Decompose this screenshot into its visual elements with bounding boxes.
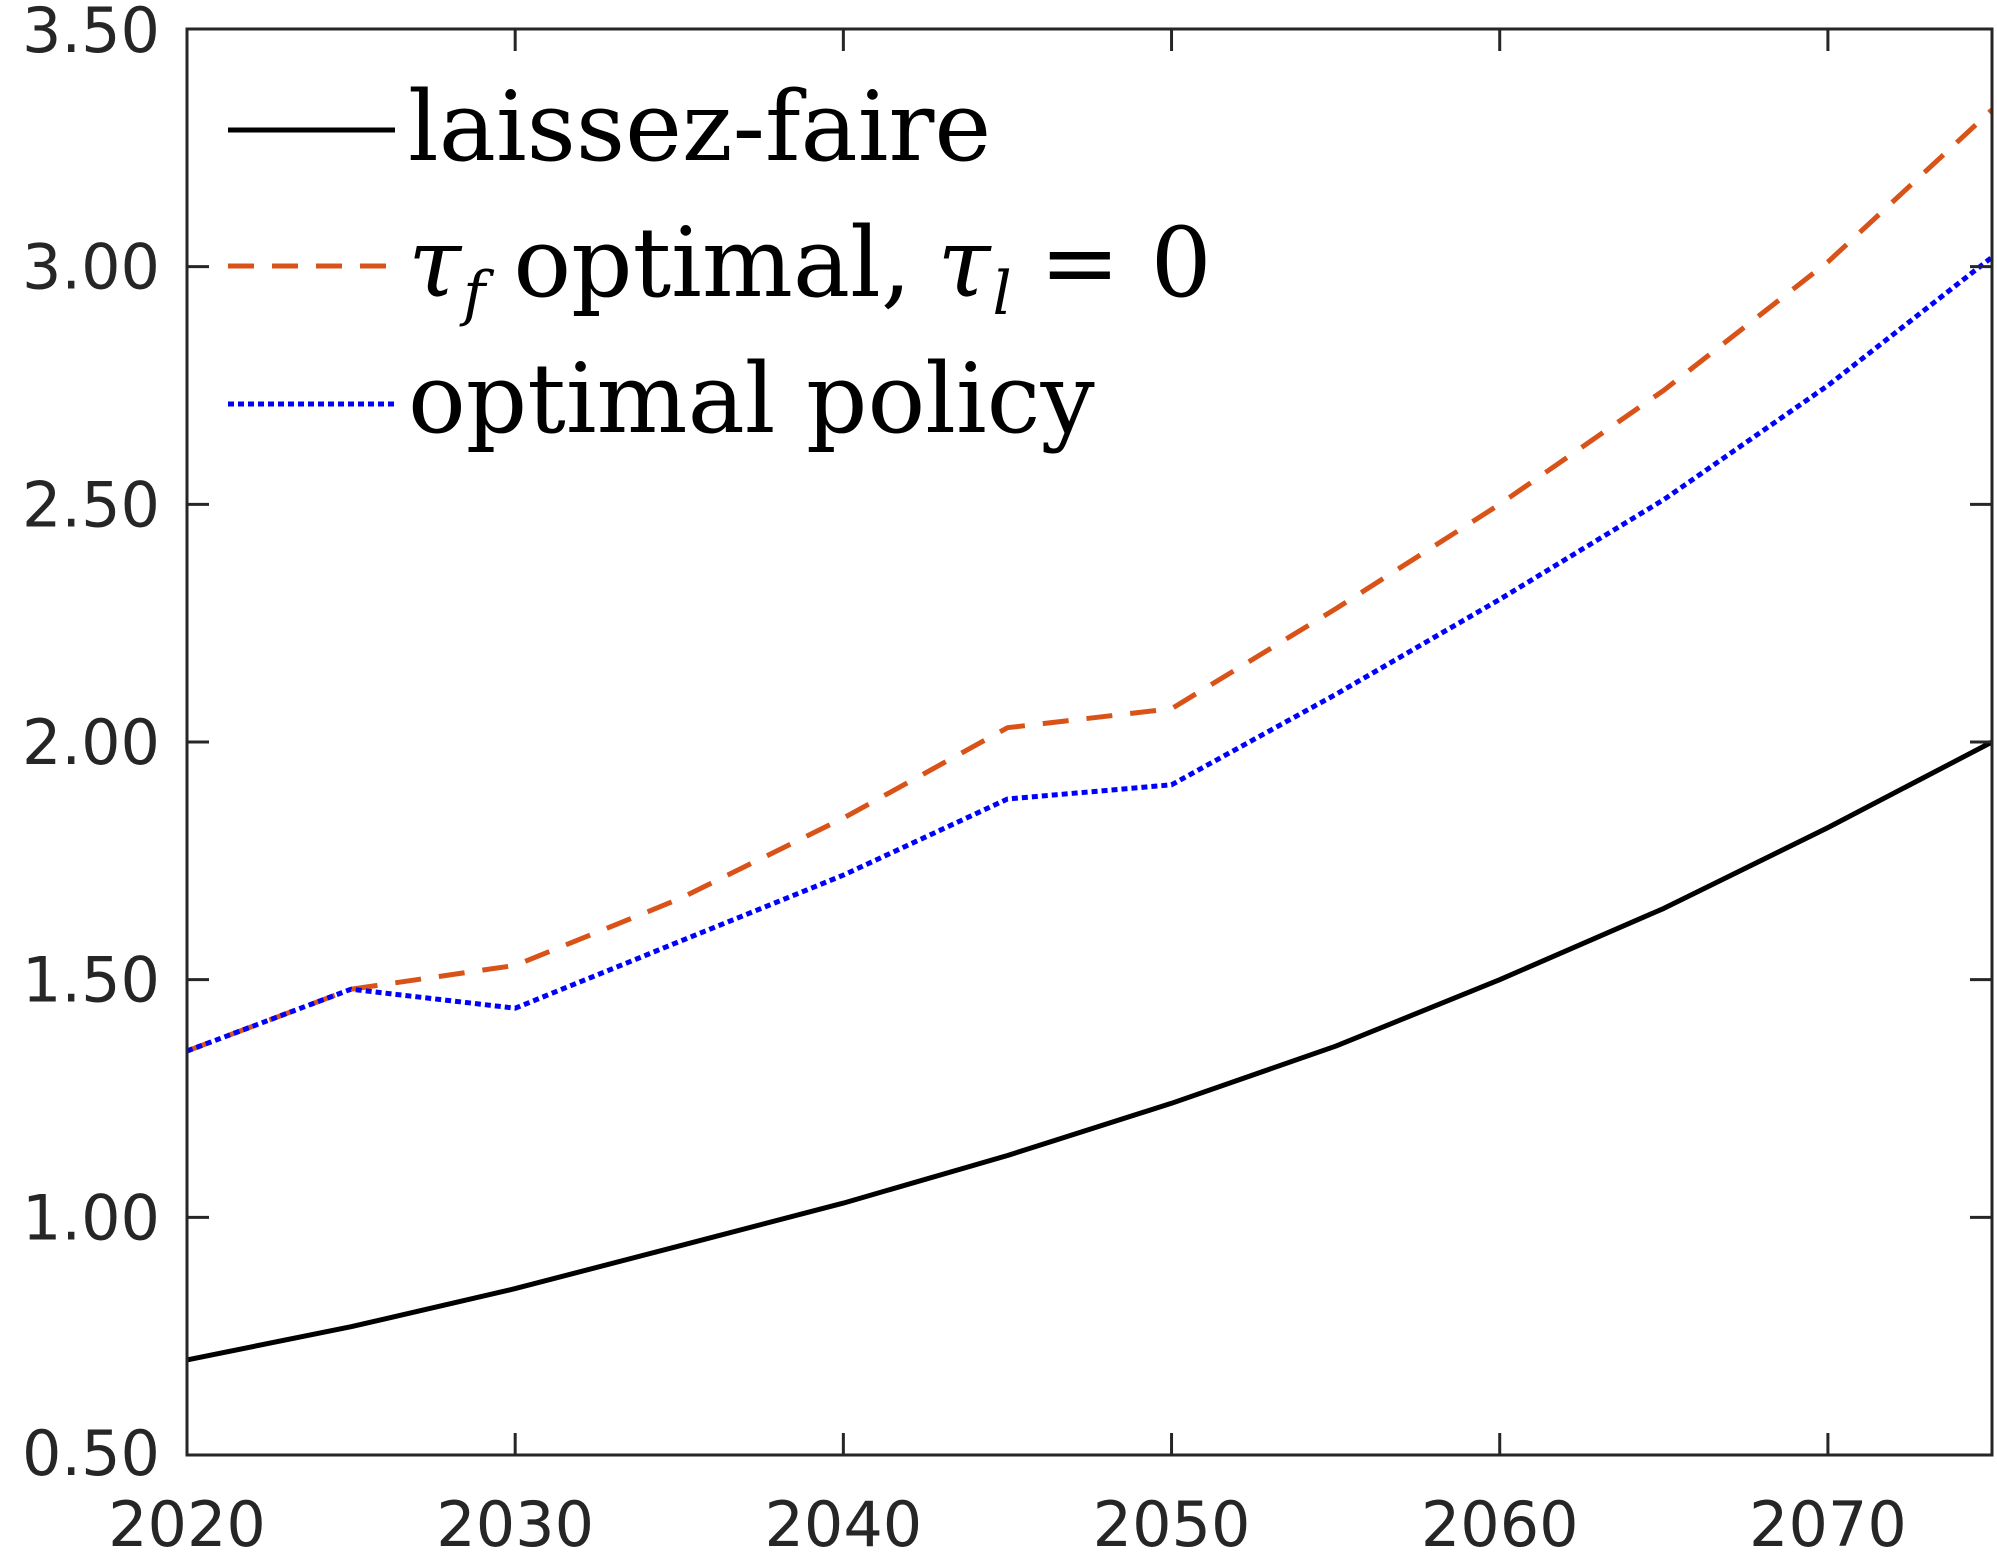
- x-tick-label: 2020: [108, 1488, 266, 1554]
- x-tick-label: 2030: [436, 1488, 594, 1554]
- legend-tau-l-symbol: τ: [937, 207, 992, 319]
- y-tick-label: 2.50: [22, 468, 160, 541]
- legend-label-optimal-policy: optimal policy: [408, 343, 1095, 455]
- series-line-laissez-faire: [186, 739, 1994, 1363]
- series-layer: [186, 107, 1994, 1363]
- legend-tau-f-word: optimal,: [513, 207, 911, 319]
- y-tick-label: 1.50: [22, 944, 160, 1017]
- x-tick-label: 2050: [1093, 1488, 1251, 1554]
- tick-layer: 2020 2030 2040 2050 2060 2070 0.50 1.00 1.50 2.00…: [22, 0, 1992, 1554]
- legend-tau-f-symbol: τ: [408, 207, 463, 319]
- y-tick-label: 3.50: [22, 0, 160, 67]
- x-tick-label: 2040: [764, 1488, 922, 1554]
- legend-label-laissez-faire: laissez-faire: [408, 71, 991, 183]
- legend-equals-zero: = 0: [1040, 207, 1212, 319]
- y-tick-label: 1.00: [22, 1181, 160, 1254]
- y-tick-label: 3.00: [22, 231, 160, 304]
- x-tick-label: 2060: [1421, 1488, 1579, 1554]
- y-tick-label: 2.00: [22, 706, 160, 779]
- x-tick-label: 2070: [1749, 1488, 1907, 1554]
- legend: laissez-faire τf optimal, τl = 0 optimal po…: [228, 71, 1212, 455]
- series-line-f-optimal-l-0: [186, 107, 1994, 1054]
- legend-label-tau-f-optimal: τf optimal, τl = 0: [408, 207, 1212, 329]
- series-line-optimal-policy: [186, 255, 1994, 1054]
- legend-tau-l-subscript: l: [992, 259, 1011, 329]
- plot-area: [187, 29, 1992, 1455]
- y-tick-label: 0.50: [22, 1417, 160, 1490]
